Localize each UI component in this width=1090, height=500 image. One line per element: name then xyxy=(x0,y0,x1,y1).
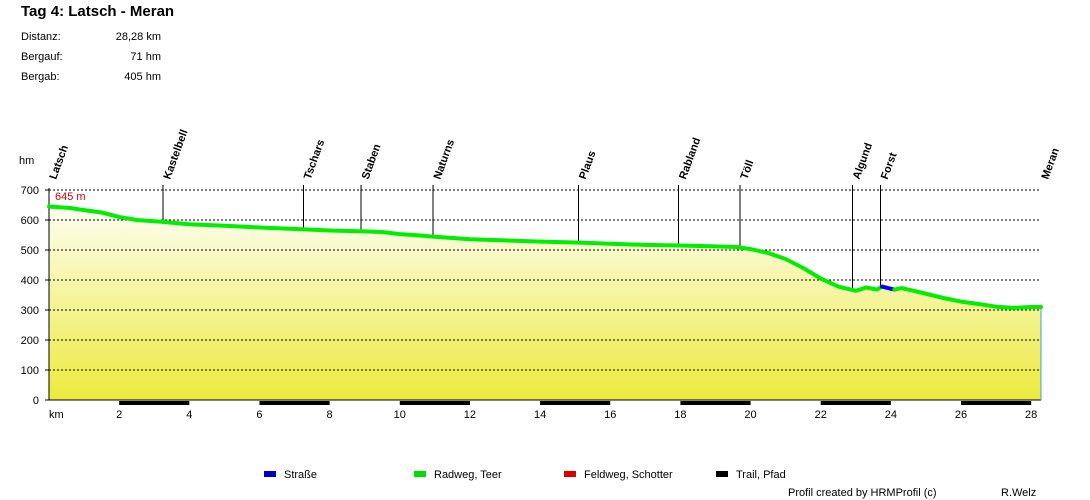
stat-ascent: Bergauf: 71 hm xyxy=(21,51,161,63)
stat-descent-label: Bergab: xyxy=(21,71,60,83)
legend-item: Feldweg, Schotter xyxy=(564,469,673,481)
y-tick-label: 400 xyxy=(21,275,39,287)
stat-distance-value: 28,28 km xyxy=(115,31,161,43)
stat-ascent-label: Bergauf: xyxy=(21,51,63,63)
y-tick-label: 0 xyxy=(33,395,39,407)
legend-swatch xyxy=(264,471,276,477)
waypoint-label: Töll xyxy=(739,159,757,181)
km-scale-segment xyxy=(820,401,891,405)
elevation-area-fill xyxy=(49,206,1041,400)
chart-legend: Straße Radweg, Teer Feldweg, Schotter Trail… xyxy=(0,469,1090,483)
legend-swatch xyxy=(716,471,728,477)
x-tick-label: 8 xyxy=(327,409,333,421)
x-tick-label: 6 xyxy=(256,409,262,421)
legend-label: Straße xyxy=(284,469,318,481)
x-tick-label: 16 xyxy=(604,409,616,421)
y-tick-label: 500 xyxy=(21,245,39,257)
km-scale-segment xyxy=(961,401,1032,405)
x-tick-label: 22 xyxy=(815,409,827,421)
x-tick-label: 10 xyxy=(394,409,406,421)
profile-line xyxy=(880,284,897,292)
y-tick-label: 300 xyxy=(21,305,39,317)
author-text: R.Welz xyxy=(1001,487,1037,499)
x-tick-label: 24 xyxy=(885,409,897,421)
waypoint-label: Algund xyxy=(851,141,875,181)
y-tick-label: 100 xyxy=(21,365,39,377)
y-axis-label: hm xyxy=(19,155,34,167)
start-elevation-label: 645 m xyxy=(55,191,86,203)
waypoint-label: Staben xyxy=(360,142,384,181)
legend-label: Radweg, Teer xyxy=(434,469,502,481)
waypoint-label: Naturns xyxy=(432,138,457,181)
km-scale-segment xyxy=(259,401,330,405)
legend-item: Radweg, Teer xyxy=(414,469,502,481)
x-tick-label: 18 xyxy=(674,409,686,421)
x-axis-label: km xyxy=(49,409,64,421)
km-scale-segment xyxy=(680,401,751,405)
waypoint-label: Plaus xyxy=(577,149,598,181)
x-tick-label: 26 xyxy=(955,409,967,421)
credit-text: Profil created by HRMProfil (c) xyxy=(788,487,937,499)
y-tick-label: 200 xyxy=(21,335,39,347)
stat-descent-value: 405 hm xyxy=(124,71,161,83)
legend-label: Feldweg, Schotter xyxy=(584,469,673,481)
legend-item: Trail, Pfad xyxy=(716,469,786,481)
x-tick-label: 28 xyxy=(1025,409,1037,421)
km-scale-segment xyxy=(119,401,190,405)
waypoint-label: Forst xyxy=(879,151,900,181)
waypoint-label: Rabland xyxy=(677,136,703,181)
y-tick-label: 600 xyxy=(21,215,39,227)
x-tick-label: 20 xyxy=(744,409,756,421)
profile-line xyxy=(892,286,1043,310)
legend-swatch xyxy=(414,471,426,477)
waypoint-label: Meran xyxy=(1040,146,1062,181)
x-tick-label: 4 xyxy=(186,409,192,421)
stat-distance-label: Distanz: xyxy=(21,31,61,43)
legend-swatch xyxy=(564,471,576,477)
waypoint-label: Kastelbell xyxy=(162,128,191,181)
profile-line xyxy=(47,204,885,293)
x-tick-label: 12 xyxy=(464,409,476,421)
km-scale-segment xyxy=(540,401,611,405)
y-tick-label: 700 xyxy=(21,185,39,197)
x-tick-label: 2 xyxy=(116,409,122,421)
waypoint-label: Tschars xyxy=(302,138,327,181)
km-scale-segment xyxy=(399,401,470,405)
x-tick-label: 14 xyxy=(534,409,546,421)
chart-title: Tag 4: Latsch - Meran xyxy=(21,3,175,20)
stat-ascent-value: 71 hm xyxy=(130,51,161,63)
waypoint-label: Latsch xyxy=(48,143,71,181)
legend-item: Straße xyxy=(264,469,317,481)
legend-label: Trail, Pfad xyxy=(736,469,786,481)
stat-distance: Distanz: 28,28 km xyxy=(21,31,161,43)
stat-descent: Bergab: 405 hm xyxy=(21,71,161,83)
